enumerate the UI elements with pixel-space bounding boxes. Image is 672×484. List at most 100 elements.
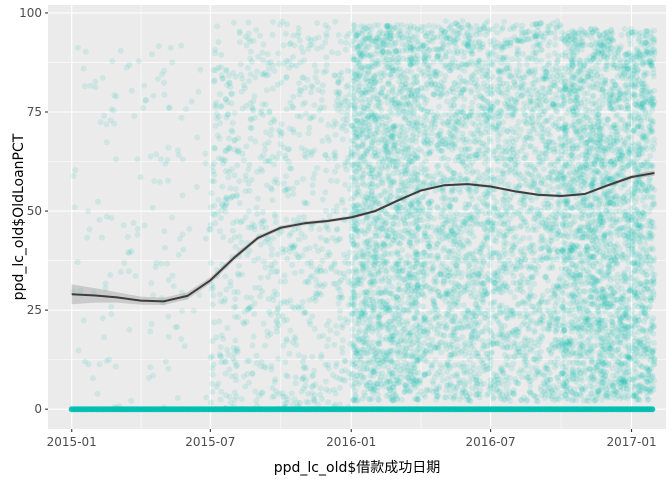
scatter-point — [406, 117, 412, 123]
scatter-point — [427, 73, 433, 79]
scatter-point — [388, 182, 394, 188]
scatter-point — [443, 298, 449, 304]
scatter-point — [242, 309, 248, 315]
scatter-point — [197, 67, 203, 73]
scatter-point — [554, 315, 560, 321]
scatter-point — [394, 193, 400, 199]
scatter-point — [253, 398, 259, 404]
scatter-point — [260, 50, 266, 56]
scatter-point — [332, 169, 338, 175]
scatter-point — [323, 362, 329, 368]
scatter-point — [436, 320, 442, 326]
scatter-point — [468, 79, 474, 85]
scatter-point — [249, 342, 255, 348]
scatter-point — [370, 167, 376, 173]
scatter-point — [465, 22, 471, 28]
scatter-point — [340, 350, 346, 356]
scatter-point — [403, 75, 409, 81]
scatter-point — [202, 151, 208, 157]
scatter-point — [356, 188, 362, 194]
scatter-point — [337, 308, 343, 314]
scatter-point — [311, 102, 317, 108]
scatter-point — [125, 234, 131, 240]
scatter-point — [324, 343, 330, 349]
scatter-point — [220, 234, 226, 240]
scatter-point — [103, 281, 109, 287]
scatter-point — [502, 282, 508, 288]
scatter-point — [364, 148, 370, 154]
scatter-point — [138, 174, 144, 180]
scatter-point — [502, 162, 508, 168]
scatter-point — [323, 152, 329, 158]
scatter-point — [289, 390, 295, 396]
scatter-point — [108, 215, 114, 221]
scatter-point — [165, 366, 171, 372]
scatter-point — [129, 248, 135, 254]
scatter-point — [186, 226, 192, 232]
scatter-point — [101, 334, 107, 340]
scatter-point — [511, 273, 517, 279]
scatter-point — [275, 356, 281, 362]
scatter-point — [151, 178, 157, 184]
scatter-point — [252, 227, 258, 233]
scatter-point — [298, 269, 304, 275]
scatter-point — [423, 117, 429, 123]
scatter-point — [286, 159, 292, 165]
scatter-point — [536, 42, 542, 48]
scatter-point — [362, 116, 368, 122]
scatter-point — [312, 74, 318, 80]
scatter-point — [511, 340, 517, 346]
scatter-point — [268, 262, 274, 268]
scatter-point — [334, 227, 340, 233]
scatter-point — [410, 131, 416, 137]
scatter-point — [165, 157, 171, 163]
scatter-point — [360, 396, 366, 402]
scatter-point — [354, 127, 360, 133]
scatter-point — [189, 99, 195, 105]
scatter-point — [245, 20, 251, 26]
scatter-point — [383, 35, 389, 41]
scatter-point — [494, 234, 500, 240]
scatter-point — [100, 315, 106, 321]
scatter-point — [258, 363, 264, 369]
scatter-point — [248, 295, 254, 301]
scatter-point — [157, 179, 163, 185]
scatter-point — [161, 228, 167, 234]
scatter-point — [108, 304, 114, 310]
scatter-point — [226, 352, 232, 358]
scatter-point — [301, 309, 307, 315]
scatter-point — [76, 347, 82, 353]
scatter-point — [418, 238, 424, 244]
scatter-point — [330, 372, 336, 378]
scatter-point — [156, 43, 162, 49]
scatter-point — [364, 335, 370, 341]
scatter-point — [334, 361, 340, 367]
scatter-point — [424, 358, 430, 364]
scatter-point — [135, 226, 141, 232]
scatter-point — [534, 119, 540, 125]
scatter-point — [390, 59, 396, 65]
scatter-point — [365, 183, 371, 189]
scatter-point — [218, 64, 224, 70]
scatter-point — [224, 99, 230, 105]
scatter-point — [261, 41, 267, 47]
scatter-point — [263, 73, 269, 79]
scatter-point — [400, 129, 406, 135]
scatter-point — [265, 158, 271, 164]
scatter-point — [182, 343, 188, 349]
scatter-point — [271, 68, 277, 74]
scatter-point — [323, 378, 329, 384]
scatter-point — [374, 48, 380, 54]
scatter-point — [510, 129, 516, 135]
scatter-point — [142, 223, 148, 229]
scatter-point — [268, 269, 274, 275]
scatter-point — [299, 145, 305, 151]
scatter-point — [232, 337, 238, 343]
scatter-point — [239, 271, 245, 277]
scatter-point — [344, 167, 350, 173]
scatter-point — [395, 156, 401, 162]
scatter-point — [325, 337, 331, 343]
scatter-point — [372, 174, 378, 180]
scatter-point — [545, 53, 551, 59]
